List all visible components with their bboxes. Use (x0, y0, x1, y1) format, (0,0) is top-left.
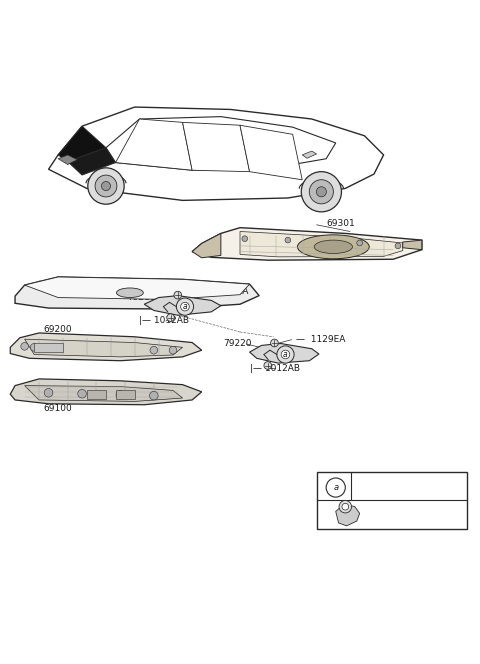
Circle shape (116, 390, 125, 399)
Polygon shape (192, 228, 422, 260)
Circle shape (176, 298, 193, 315)
Circle shape (301, 172, 341, 212)
Circle shape (309, 180, 334, 204)
Circle shape (78, 389, 86, 398)
Polygon shape (250, 343, 319, 363)
Circle shape (44, 388, 53, 397)
Circle shape (285, 237, 291, 243)
Text: |— 1012AB: |— 1012AB (250, 365, 300, 373)
Polygon shape (403, 240, 422, 250)
Text: a: a (283, 350, 288, 359)
Text: 79210: 79210 (128, 293, 156, 301)
Circle shape (167, 314, 174, 321)
Text: a: a (183, 302, 187, 311)
Circle shape (169, 347, 177, 354)
Polygon shape (302, 151, 317, 158)
Text: 86421: 86421 (377, 483, 410, 493)
Polygon shape (24, 386, 182, 402)
Circle shape (316, 187, 326, 197)
Polygon shape (24, 339, 182, 357)
Circle shape (342, 503, 348, 510)
Circle shape (174, 291, 181, 299)
Circle shape (21, 343, 28, 350)
Text: 69100: 69100 (44, 404, 72, 413)
Polygon shape (10, 379, 202, 405)
Polygon shape (106, 117, 336, 170)
FancyBboxPatch shape (87, 390, 106, 399)
Polygon shape (144, 295, 221, 315)
Circle shape (326, 478, 345, 497)
Polygon shape (68, 147, 116, 175)
Circle shape (150, 347, 157, 354)
Ellipse shape (314, 240, 352, 254)
Circle shape (30, 343, 38, 351)
Circle shape (95, 175, 117, 197)
Polygon shape (10, 333, 202, 361)
Polygon shape (182, 122, 250, 172)
Circle shape (281, 350, 290, 359)
Circle shape (101, 181, 110, 191)
Circle shape (271, 339, 278, 347)
FancyBboxPatch shape (116, 390, 135, 399)
Polygon shape (116, 119, 192, 170)
Polygon shape (58, 126, 106, 161)
Circle shape (357, 240, 362, 246)
Polygon shape (24, 277, 250, 299)
Polygon shape (240, 232, 403, 257)
FancyBboxPatch shape (34, 343, 63, 352)
Polygon shape (240, 125, 302, 180)
Circle shape (339, 501, 351, 513)
Circle shape (242, 236, 248, 242)
Polygon shape (15, 277, 259, 309)
Circle shape (88, 168, 124, 205)
Circle shape (180, 302, 189, 311)
Text: 69301: 69301 (326, 219, 355, 228)
Text: 69200: 69200 (44, 325, 72, 334)
Polygon shape (192, 234, 221, 258)
Text: |— 1012AB: |— 1012AB (140, 317, 190, 325)
Ellipse shape (298, 235, 369, 259)
Circle shape (264, 362, 272, 369)
Text: a: a (333, 483, 338, 492)
Polygon shape (48, 107, 384, 201)
Polygon shape (58, 155, 77, 165)
FancyBboxPatch shape (317, 471, 468, 529)
Circle shape (150, 391, 158, 400)
Text: —  1129EA: — 1129EA (199, 288, 249, 296)
Circle shape (277, 346, 294, 363)
Text: —  1129EA: — 1129EA (297, 335, 346, 344)
Polygon shape (336, 504, 360, 526)
Text: 79220: 79220 (223, 339, 252, 349)
Circle shape (395, 243, 401, 249)
Ellipse shape (117, 288, 144, 297)
